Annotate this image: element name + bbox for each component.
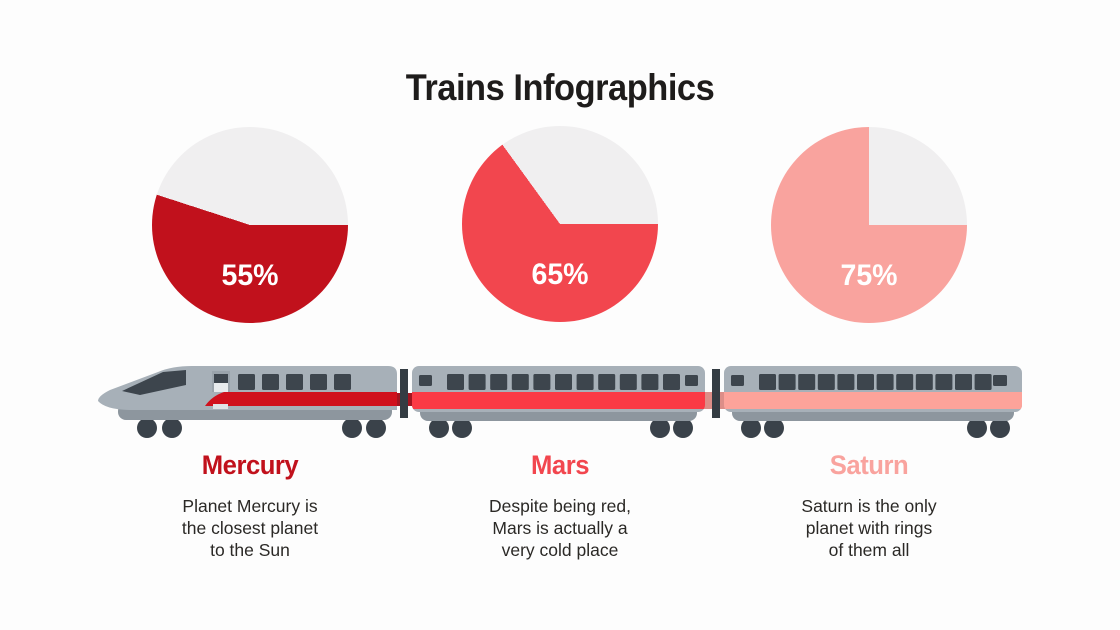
carriage-saturn-wheels (741, 418, 1010, 438)
carriage-saturn-windows (759, 374, 992, 390)
train-window (533, 374, 551, 390)
train-window (576, 374, 594, 390)
train-window (876, 374, 894, 390)
carriage-mars-wheels (429, 418, 693, 438)
carriage-saturn-door-window-left (731, 375, 744, 386)
train-window (334, 374, 351, 390)
locomotive-windows (238, 374, 351, 390)
train-window (915, 374, 933, 390)
train-window (896, 374, 914, 390)
train-window (759, 374, 776, 390)
locomotive-door-panel (214, 383, 228, 392)
train-window (857, 374, 874, 390)
carriage-saturn-door-window-right (993, 375, 1007, 386)
carriage-saturn-stripe (724, 392, 1022, 409)
train-window (555, 374, 572, 390)
carriage-mars (412, 366, 705, 438)
carriage-mars-door-window-left (419, 375, 432, 386)
section-description: Saturn is the only planet with rings of … (801, 496, 937, 560)
train-window (955, 374, 972, 390)
train-window (447, 374, 464, 390)
section-description: Planet Mercury is the closest planet to … (181, 496, 319, 560)
train-window (286, 374, 303, 390)
train-window (798, 374, 816, 390)
carriage-mars-stripe (412, 392, 705, 409)
train-window (837, 374, 855, 390)
locomotive-stripe (205, 392, 397, 406)
section-mars: Mars Despite being red, Mars is actually… (425, 450, 695, 561)
train-window (778, 374, 796, 390)
train-window (511, 374, 529, 390)
train-window (598, 374, 616, 390)
carriage-mars-door-window-right (685, 375, 698, 386)
locomotive-door-step (213, 404, 228, 409)
section-title: Mars (531, 450, 589, 480)
carriage-mars-windows (447, 374, 680, 390)
train-window (262, 374, 279, 390)
section-title: Saturn (829, 450, 909, 480)
section-mercury: Mercury Planet Mercury is the closest pl… (115, 450, 385, 561)
train-window (663, 374, 680, 390)
page-title: Trains Infographics (405, 66, 715, 108)
pie-percent-label: 55% (221, 259, 279, 292)
train-window (619, 374, 637, 390)
pie-percent-label: 65% (531, 258, 589, 291)
train-window (817, 374, 835, 390)
train-window (468, 374, 486, 390)
locomotive-windshield (122, 370, 186, 395)
train-window (641, 374, 659, 390)
pie-percent-label: 75% (840, 259, 898, 292)
carriage-saturn (724, 366, 1022, 438)
train-window (238, 374, 255, 390)
train-window (974, 374, 992, 390)
train-window (935, 374, 953, 390)
pie-chart-mercury: 55% (152, 127, 348, 323)
pie-chart-saturn: 75% (771, 127, 967, 323)
locomotive-wheels (137, 418, 386, 438)
pie-chart-mars: 65% (462, 126, 658, 322)
locomotive (98, 366, 397, 438)
section-title: Mercury (201, 450, 299, 480)
locomotive-door-window (214, 374, 228, 383)
section-description: Despite being red, Mars is actually a ve… (488, 496, 632, 560)
coupling-rear (712, 369, 720, 418)
train-window (490, 374, 508, 390)
section-saturn: Saturn Saturn is the only planet with ri… (734, 450, 1004, 561)
train-window (310, 374, 327, 390)
coupling-front (400, 369, 408, 418)
